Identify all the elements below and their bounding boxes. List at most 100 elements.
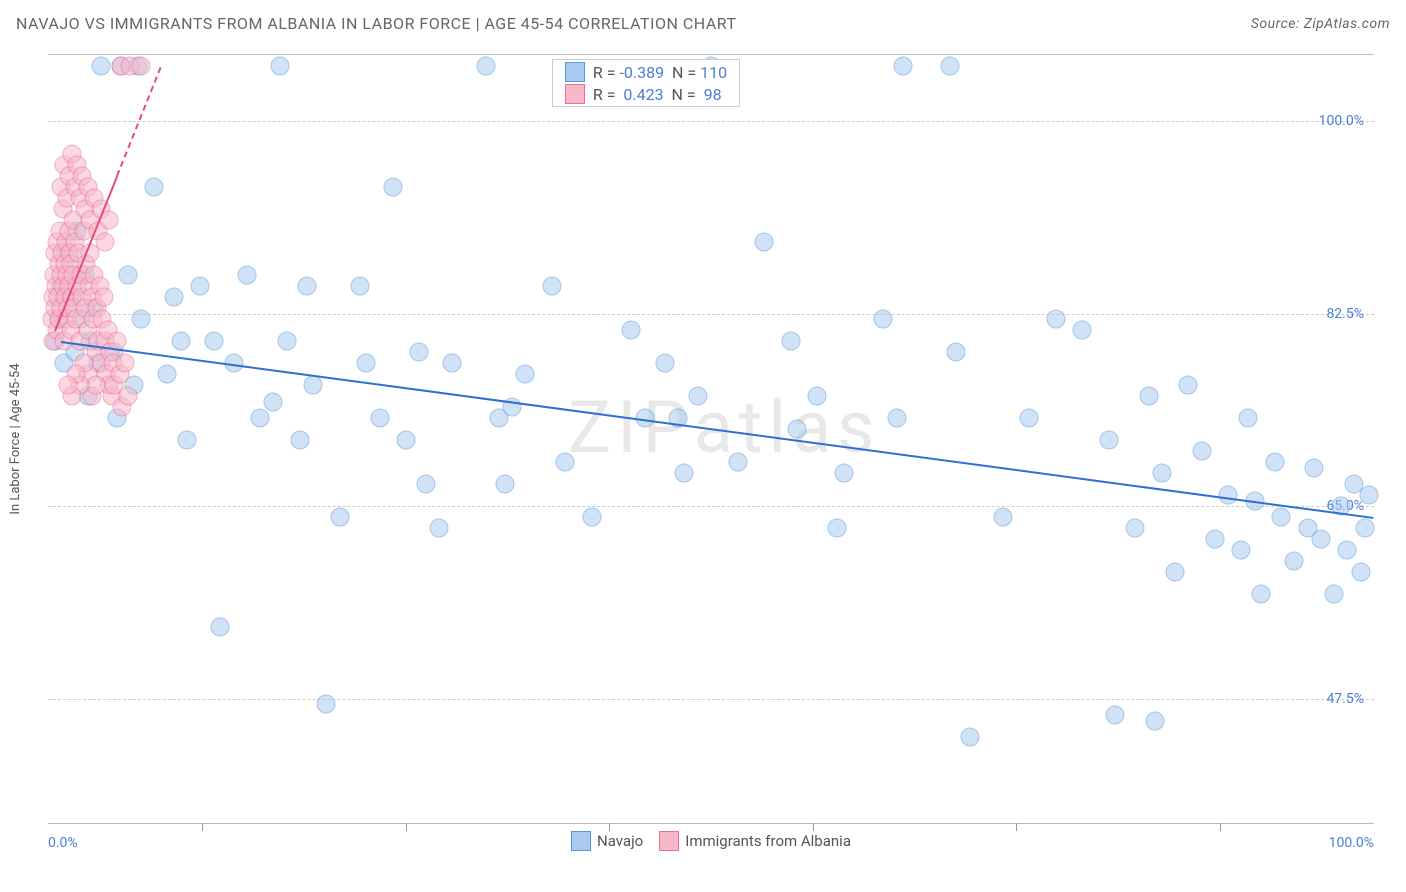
scatter-point-navajo [947, 343, 966, 362]
scatter-point-navajo [171, 332, 190, 351]
scatter-point-navajo [827, 519, 846, 538]
grid-line [48, 121, 1374, 122]
scatter-point-navajo [350, 277, 369, 296]
scatter-point-navajo [1179, 376, 1198, 395]
scatter-point-navajo [1311, 530, 1330, 549]
legend-swatch [565, 62, 585, 82]
scatter-point-navajo [655, 354, 674, 373]
scatter-point-albania [58, 376, 77, 395]
x-tick [406, 823, 407, 831]
scatter-point-navajo [1359, 486, 1378, 505]
scatter-point-navajo [1166, 563, 1185, 582]
scatter-point-albania [96, 233, 115, 252]
series-legend-label: Navajo [597, 832, 643, 850]
scatter-point-navajo [271, 57, 290, 76]
grid-line [48, 699, 1374, 700]
x-tick [1220, 823, 1221, 831]
scatter-point-navajo [118, 266, 137, 285]
y-axis-label: In Labor Force | Age 45-54 [8, 54, 23, 824]
scatter-point-albania [131, 57, 150, 76]
scatter-point-navajo [290, 431, 309, 450]
grid-line [48, 506, 1374, 507]
scatter-point-navajo [1252, 585, 1271, 604]
scatter-point-navajo [1139, 387, 1158, 406]
scatter-point-navajo [211, 618, 230, 637]
grid-line [48, 314, 1374, 315]
correlation-legend-row: R = -0.389 N = 110 [565, 62, 727, 82]
scatter-point-navajo [808, 387, 827, 406]
scatter-point-navajo [1073, 321, 1092, 340]
scatter-point-navajo [1126, 519, 1145, 538]
scatter-point-navajo [397, 431, 416, 450]
scatter-point-navajo [1305, 458, 1324, 477]
title-bar: NAVAJO VS IMMIGRANTS FROM ALBANIA IN LAB… [16, 14, 1390, 33]
scatter-point-navajo [1152, 464, 1171, 483]
scatter-point-navajo [755, 233, 774, 252]
scatter-point-albania [115, 354, 134, 373]
scatter-point-navajo [993, 508, 1012, 527]
series-legend-item: Navajo [571, 831, 643, 851]
scatter-point-navajo [675, 464, 694, 483]
scatter-point-navajo [297, 277, 316, 296]
y-tick-label: 47.5% [1326, 691, 1364, 707]
scatter-point-navajo [1106, 706, 1125, 725]
scatter-point-navajo [443, 354, 462, 373]
trend-line-navajo [61, 341, 1374, 519]
scatter-point-navajo [542, 277, 561, 296]
scatter-point-navajo [1205, 530, 1224, 549]
chart-title: NAVAJO VS IMMIGRANTS FROM ALBANIA IN LAB… [16, 14, 737, 33]
correlation-legend-row: R = 0.423 N = 98 [565, 84, 727, 104]
scatter-point-navajo [556, 453, 575, 472]
scatter-point-navajo [357, 354, 376, 373]
scatter-point-navajo [516, 365, 535, 384]
scatter-point-navajo [1325, 585, 1344, 604]
chart-plot-area: ZIPatlas 100.0%82.5%65.0%47.5%0.0%100.0%… [48, 54, 1374, 824]
scatter-point-navajo [317, 695, 336, 714]
x-tick [813, 823, 814, 831]
scatter-point-navajo [622, 321, 641, 340]
scatter-point-navajo [496, 475, 515, 494]
scatter-point-navajo [582, 508, 601, 527]
scatter-point-navajo [383, 178, 402, 197]
series-legend: Navajo Immigrants from Albania [48, 831, 1374, 851]
scatter-point-navajo [92, 57, 111, 76]
scatter-point-navajo [1272, 508, 1291, 527]
scatter-point-navajo [1265, 453, 1284, 472]
x-tick [609, 823, 610, 831]
source-name: ZipAtlas.com [1304, 16, 1390, 32]
scatter-point-navajo [416, 475, 435, 494]
scatter-point-navajo [728, 453, 747, 472]
scatter-point-albania [118, 387, 137, 406]
series-legend-label: Immigrants from Albania [685, 832, 851, 850]
scatter-point-navajo [1239, 409, 1258, 428]
scatter-point-navajo [204, 332, 223, 351]
scatter-point-navajo [330, 508, 349, 527]
scatter-point-navajo [410, 343, 429, 362]
scatter-point-navajo [1146, 711, 1165, 730]
scatter-point-navajo [960, 728, 979, 747]
scatter-point-navajo [178, 431, 197, 450]
scatter-point-navajo [164, 288, 183, 307]
scatter-point-navajo [476, 57, 495, 76]
scatter-point-navajo [237, 266, 256, 285]
scatter-point-navajo [1338, 541, 1357, 560]
scatter-point-navajo [304, 376, 323, 395]
scatter-point-navajo [370, 409, 389, 428]
watermark: ZIPatlas [568, 385, 880, 470]
scatter-point-navajo [1232, 541, 1251, 560]
scatter-point-navajo [1099, 431, 1118, 450]
y-tick-label: 82.5% [1326, 306, 1364, 322]
legend-swatch [565, 84, 585, 104]
scatter-point-navajo [781, 332, 800, 351]
scatter-point-navajo [251, 409, 270, 428]
x-tick [1016, 823, 1017, 831]
x-tick [202, 823, 203, 831]
scatter-point-navajo [1020, 409, 1039, 428]
scatter-point-navajo [1355, 519, 1374, 538]
scatter-point-navajo [1046, 310, 1065, 329]
scatter-point-albania [94, 288, 113, 307]
scatter-point-navajo [874, 310, 893, 329]
scatter-point-navajo [688, 387, 707, 406]
scatter-point-navajo [430, 519, 449, 538]
scatter-point-navajo [1285, 552, 1304, 571]
